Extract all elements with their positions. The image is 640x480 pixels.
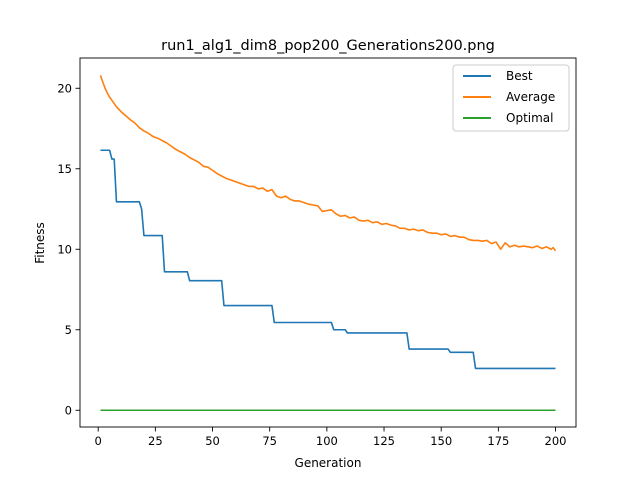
x-tick-label: 0: [95, 434, 102, 448]
legend-label-best: Best: [506, 69, 533, 83]
series-line-best: [100, 149, 556, 370]
x-tick-label: 125: [373, 434, 395, 448]
x-axis-label: Generation: [295, 456, 362, 470]
x-tick-label: 25: [148, 434, 163, 448]
y-tick-label: 10: [57, 242, 72, 256]
y-tick-label: 5: [65, 323, 72, 337]
chart-title: run1_alg1_dim8_pop200_Generations200.png: [161, 38, 495, 54]
plot-area: [99, 75, 557, 412]
x-tick-label: 200: [545, 434, 567, 448]
axes: 0 25 50 75 100 125 150 175 200 0 5 10 15 20: [57, 57, 577, 448]
x-tick-label: 100: [316, 434, 338, 448]
x-tick-label: 50: [205, 434, 220, 448]
y-axis-label: Fitness: [33, 222, 47, 264]
x-tick-label: 75: [262, 434, 277, 448]
legend-label-average: Average: [506, 90, 555, 104]
x-tick-label: 150: [430, 434, 452, 448]
y-tick-label: 20: [57, 81, 72, 95]
legend-label-optimal: Optimal: [506, 111, 553, 125]
x-tick-label: 175: [487, 434, 509, 448]
legend-box: [452, 64, 570, 132]
y-tick-label: 15: [57, 162, 72, 176]
axes-frame: [79, 57, 577, 428]
y-tick-label: 0: [65, 403, 72, 417]
legend: Best Average Optimal: [452, 64, 570, 132]
series-line-average: [99, 75, 557, 252]
